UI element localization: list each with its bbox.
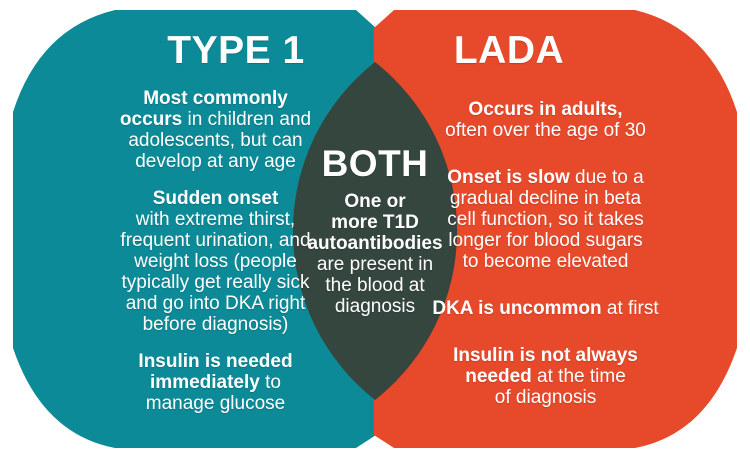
type1-shape [13, 10, 376, 448]
type1-fact-sudden-onset-bold: Sudden onset [152, 188, 279, 209]
type1-fact-sudden-onset-rest: with extreme thirst, frequent urination,… [120, 209, 311, 335]
lada-fact-slow-onset: Onset is slow due to a gradual decline i… [388, 167, 703, 272]
lada-fact-insulin: Insulin is not always needed at the time… [388, 345, 703, 408]
lada-fact-slow-onset-rest: due to a gradual decline in beta cell fu… [447, 167, 644, 272]
type1-fact-insulin-rest: to manage glucose [145, 372, 286, 414]
type1-title: TYPE 1 [167, 29, 305, 72]
both-title: BOTH [321, 143, 429, 184]
type1-fact-insulin-bold: Insulin is needed immediately [138, 351, 293, 393]
type1-fact-insulin: Insulin is needed immediately to manage … [58, 351, 373, 414]
type1-facts: Most commonly occurs in children and ado… [58, 88, 373, 414]
both-fact-autoantibodies-rest: are present in the blood at diagnosis [316, 254, 434, 317]
lada-fact-dka-rest: at first [601, 298, 659, 319]
both-overlap-shape [292, 62, 458, 400]
lada-fact-dka: DKA is uncommon at first [388, 298, 703, 319]
lada-fact-insulin-rest: at the time of diagnosis [494, 366, 626, 408]
lada-facts: Occurs in adults, often over the age of … [388, 99, 703, 408]
lada-fact-slow-onset-bold: Onset is slow [447, 167, 570, 188]
lada-fact-adults-rest: often over the age of 30 [445, 120, 646, 141]
lada-shape [374, 10, 737, 448]
type1-fact-onset-age-bold: Most commonly occurs [119, 88, 288, 130]
type1-fact-onset-age: Most commonly occurs in children and ado… [58, 88, 373, 172]
lada-fact-adults-bold: Occurs in adults, [468, 99, 623, 120]
both-fact-autoantibodies-bold: One or more T1D autoantibodies [307, 191, 443, 254]
lada-fact-adults: Occurs in adults, often over the age of … [388, 99, 703, 141]
both-facts: One or more T1D autoantibodies are prese… [283, 191, 467, 317]
type1-fact-onset-age-rest: in children and adolescents, but can dev… [128, 109, 312, 172]
both-fact-autoantibodies: One or more T1D autoantibodies are prese… [283, 191, 467, 317]
type1-fact-sudden-onset: Sudden onset with extreme thirst, freque… [58, 188, 373, 335]
lada-fact-insulin-bold: Insulin is not always needed [453, 345, 638, 387]
lada-title: LADA [453, 29, 565, 72]
lada-fact-dka-bold: DKA is uncommon [432, 298, 602, 319]
